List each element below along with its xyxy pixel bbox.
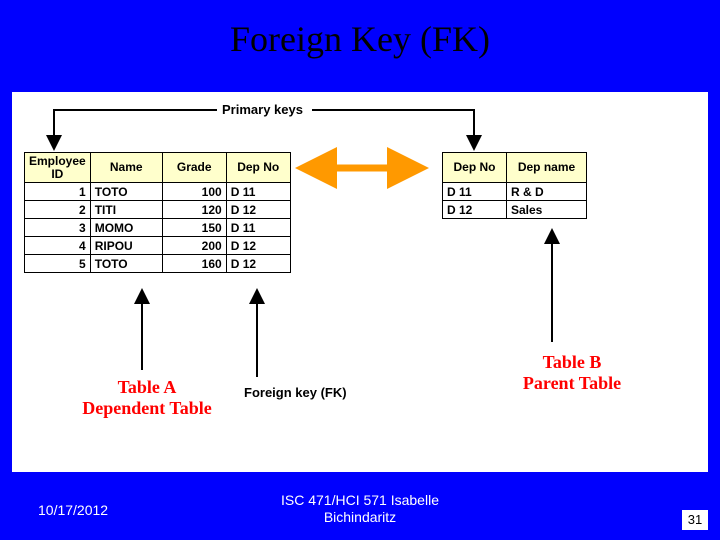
table-b-name: Table B Parent Table [502,352,642,393]
table-a-cell: 120 [162,201,226,219]
table-b-col-0: Dep No [443,153,507,183]
table-b-sub-text: Parent Table [523,373,621,393]
table-b: Dep No Dep name D 11R & DD 12Sales [442,152,587,219]
table-a-cell: 3 [25,219,91,237]
table-b-cell: D 12 [443,201,507,219]
table-a-name-text: Table A [118,377,177,397]
table-b-col-1: Dep name [507,153,587,183]
table-a-cell: TITI [90,201,162,219]
table-a-cell: TOTO [90,183,162,201]
table-a-col-1: Name [90,153,162,183]
table-a-cell: 100 [162,183,226,201]
table-a-cell: 5 [25,255,91,273]
table-row: D 12Sales [443,201,587,219]
table-b-cell: R & D [507,183,587,201]
table-a-cell: D 11 [226,219,290,237]
table-row: 3MOMO150D 11 [25,219,291,237]
table-a-cell: 1 [25,183,91,201]
table-a-sub-text: Dependent Table [82,398,212,418]
table-b-name-text: Table B [543,352,602,372]
footer-center: ISC 471/HCI 571 Isabelle Bichindaritz [0,492,720,526]
table-row: 2TITI120D 12 [25,201,291,219]
table-row: 1TOTO100D 11 [25,183,291,201]
table-a-cell: 4 [25,237,91,255]
table-a-cell: 2 [25,201,91,219]
primary-keys-label: Primary keys [222,102,303,117]
footer-line1: ISC 471/HCI 571 Isabelle [281,492,439,508]
table-row: D 11R & D [443,183,587,201]
table-a-col-2: Grade [162,153,226,183]
table-b-cell: Sales [507,201,587,219]
footer-line2: Bichindaritz [324,509,396,525]
table-a: Employee ID Name Grade Dep No 1TOTO100D … [24,152,291,273]
slide-title: Foreign Key (FK) [0,18,720,60]
table-a-cell: D 12 [226,201,290,219]
foreign-key-label: Foreign key (FK) [244,385,347,400]
table-a-cell: TOTO [90,255,162,273]
page-number: 31 [682,510,708,530]
table-a-cell: RIPOU [90,237,162,255]
table-a-cell: D 12 [226,237,290,255]
table-a-col-0: Employee ID [25,153,91,183]
pk-arrow-left [54,110,217,147]
table-a-cell: 200 [162,237,226,255]
diagram-canvas: Primary keys Employee ID Name Grade Dep … [12,92,708,472]
table-a-cell: D 12 [226,255,290,273]
pk-arrow-right [312,110,474,147]
table-row: 5TOTO160D 12 [25,255,291,273]
table-a-col-3: Dep No [226,153,290,183]
table-b-cell: D 11 [443,183,507,201]
table-a-cell: MOMO [90,219,162,237]
table-row: 4RIPOU200D 12 [25,237,291,255]
table-a-cell: 150 [162,219,226,237]
table-a-cell: D 11 [226,183,290,201]
table-a-cell: 160 [162,255,226,273]
table-a-name: Table A Dependent Table [72,377,222,418]
